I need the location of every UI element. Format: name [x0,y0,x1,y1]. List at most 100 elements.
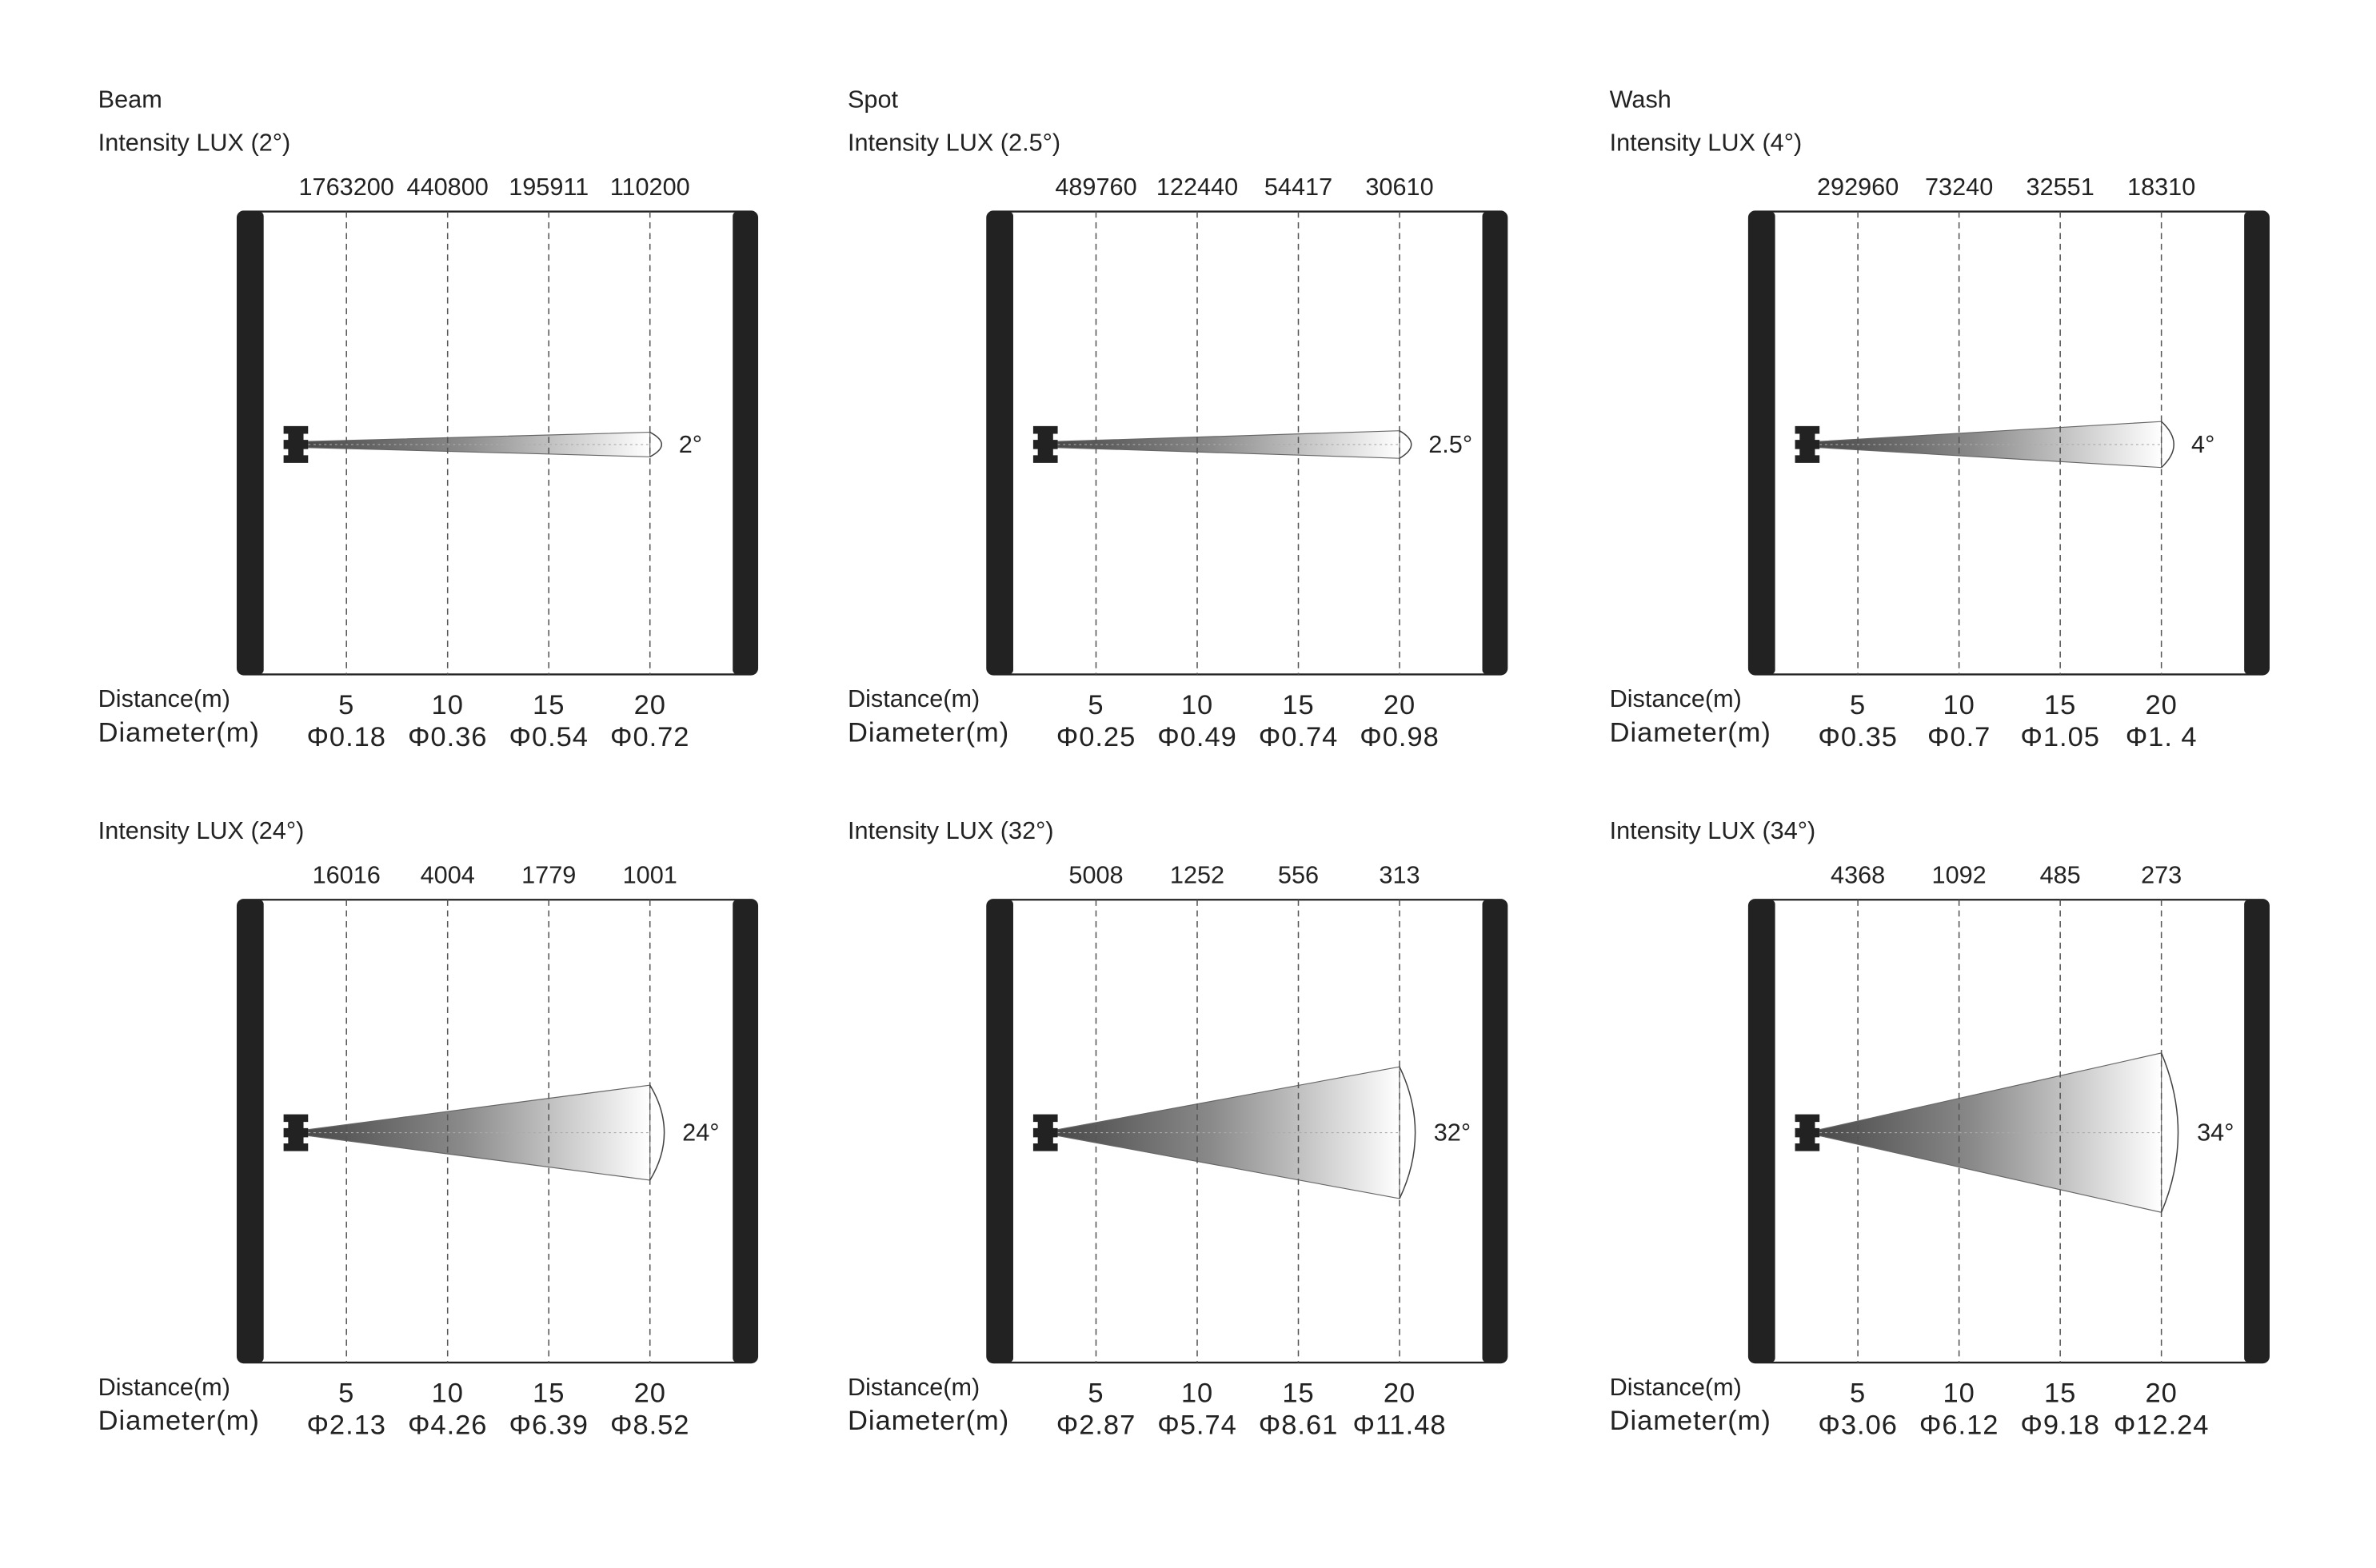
wall-right [733,211,757,675]
lux-value: 1779 [521,862,576,889]
lux-value: 110200 [610,174,690,201]
lux-value: 54417 [1264,174,1332,201]
wall-right [2244,900,2269,1363]
diameter-label: Diameter(m) [98,717,260,748]
fixture [1795,425,1820,463]
angle-arc [1399,430,1412,459]
diameter-value: Φ0.7 [1927,722,1991,752]
lux-value: 1092 [1932,862,1987,889]
intensity-label: Intensity LUX (34°) [1610,817,1816,844]
lux-value: 122440 [1156,174,1238,201]
diameter-value: Φ2.87 [1056,1410,1136,1441]
angle-arc [1399,1066,1416,1199]
diameter-label: Diameter(m) [98,1406,260,1436]
distance-label: Distance(m) [98,685,230,712]
lux-value: 489760 [1055,174,1136,201]
fixture [1032,1114,1058,1151]
angle-arc [2160,1052,2179,1213]
diameter-value: Φ0.25 [1056,722,1136,752]
diameter-label: Diameter(m) [1610,717,1771,748]
diameter-label: Diameter(m) [848,717,1009,748]
panel: Beam Intensity LUX (2°) 1763200 5Φ0.18 44080… [98,86,759,752]
lux-value: 73240 [1925,174,1993,201]
lux-value: 30610 [1365,174,1433,201]
distance-value: 5 [1850,690,1866,720]
diameter-value: Φ6.12 [1919,1410,1999,1441]
diameter-value: Φ0.98 [1360,722,1439,752]
diameter-value: Φ2.13 [306,1410,385,1441]
panel-title: Spot [848,86,899,114]
wall-left [987,900,1013,1363]
diameter-value: Φ1.05 [2020,722,2099,752]
angle-arc [649,431,663,457]
wall-right [733,900,757,1363]
distance-value: 15 [2044,690,2076,720]
angle-label: 2° [679,431,702,458]
fixture [283,425,309,463]
lux-value: 292960 [1817,174,1899,201]
diameter-value: Φ6.39 [509,1410,588,1441]
distance-value: 10 [432,690,464,720]
diameter-value: Φ0.35 [1818,722,1897,752]
distance-value: 10 [432,1378,464,1408]
angle-arc [649,1084,665,1181]
diameter-label: Diameter(m) [848,1406,1009,1436]
distance-value: 20 [634,690,666,720]
distance-value: 15 [533,1378,565,1408]
lux-value: 4368 [1831,862,1885,889]
lux-value: 556 [1278,862,1319,889]
distance-value: 10 [1181,690,1213,720]
intensity-label: Intensity LUX (2.5°) [848,129,1060,156]
distance-value: 20 [2146,690,2178,720]
diameter-value: Φ1. 4 [2126,722,2198,752]
panel: Wash Intensity LUX (4°) 292960 5Φ0.35 73240 1… [1610,86,2270,752]
lux-value: 1252 [1170,862,1224,889]
diameter-value: Φ0.74 [1259,722,1338,752]
lux-value: 313 [1379,862,1420,889]
distance-value: 15 [1282,690,1314,720]
diameter-value: Φ0.36 [408,722,487,752]
wall-left [1749,211,1775,675]
wall-left [238,900,264,1363]
distance-value: 20 [634,1378,666,1408]
wall-left [238,211,264,675]
diameter-value: Φ9.18 [2020,1410,2099,1441]
wall-right [2244,211,2269,675]
diameter-value: Φ11.48 [1352,1410,1446,1441]
lux-value: 1001 [623,862,677,889]
distance-label: Distance(m) [98,1374,230,1401]
diameter-value: Φ0.72 [610,722,689,752]
panel-title: Wash [1610,86,1671,114]
intensity-label: Intensity LUX (32°) [848,817,1054,844]
wall-left [987,211,1013,675]
diameter-label: Diameter(m) [1610,1406,1771,1436]
wall-left [1749,900,1775,1363]
distance-label: Distance(m) [1610,685,1742,712]
panel-title: Beam [98,86,162,114]
lux-value: 5008 [1068,862,1123,889]
distance-value: 15 [1282,1378,1314,1408]
distance-value: 15 [2044,1378,2076,1408]
lux-value: 440800 [407,174,489,201]
distance-value: 15 [533,690,565,720]
distance-value: 5 [1088,690,1104,720]
distance-value: 5 [338,1378,354,1408]
lux-value: 16016 [313,862,381,889]
lux-value: 1763200 [299,174,394,201]
diameter-value: Φ8.52 [610,1410,689,1441]
intensity-label: Intensity LUX (24°) [98,817,305,844]
diameter-value: Φ3.06 [1818,1410,1897,1441]
diameter-value: Φ5.74 [1157,1410,1236,1441]
diameter-value: Φ0.18 [306,722,385,752]
lux-value: 485 [2040,862,2081,889]
angle-label: 34° [2197,1119,2234,1147]
diameter-value: Φ4.26 [408,1410,487,1441]
intensity-label: Intensity LUX (2°) [98,129,291,156]
distance-label: Distance(m) [1610,1374,1742,1401]
diameter-value: Φ12.24 [2114,1410,2210,1441]
panel: Intensity LUX (34°) 4368 5Φ3.06 1092 10Φ6.12… [1610,817,2270,1441]
distance-value: 5 [1850,1378,1866,1408]
distance-value: 10 [1943,690,1975,720]
